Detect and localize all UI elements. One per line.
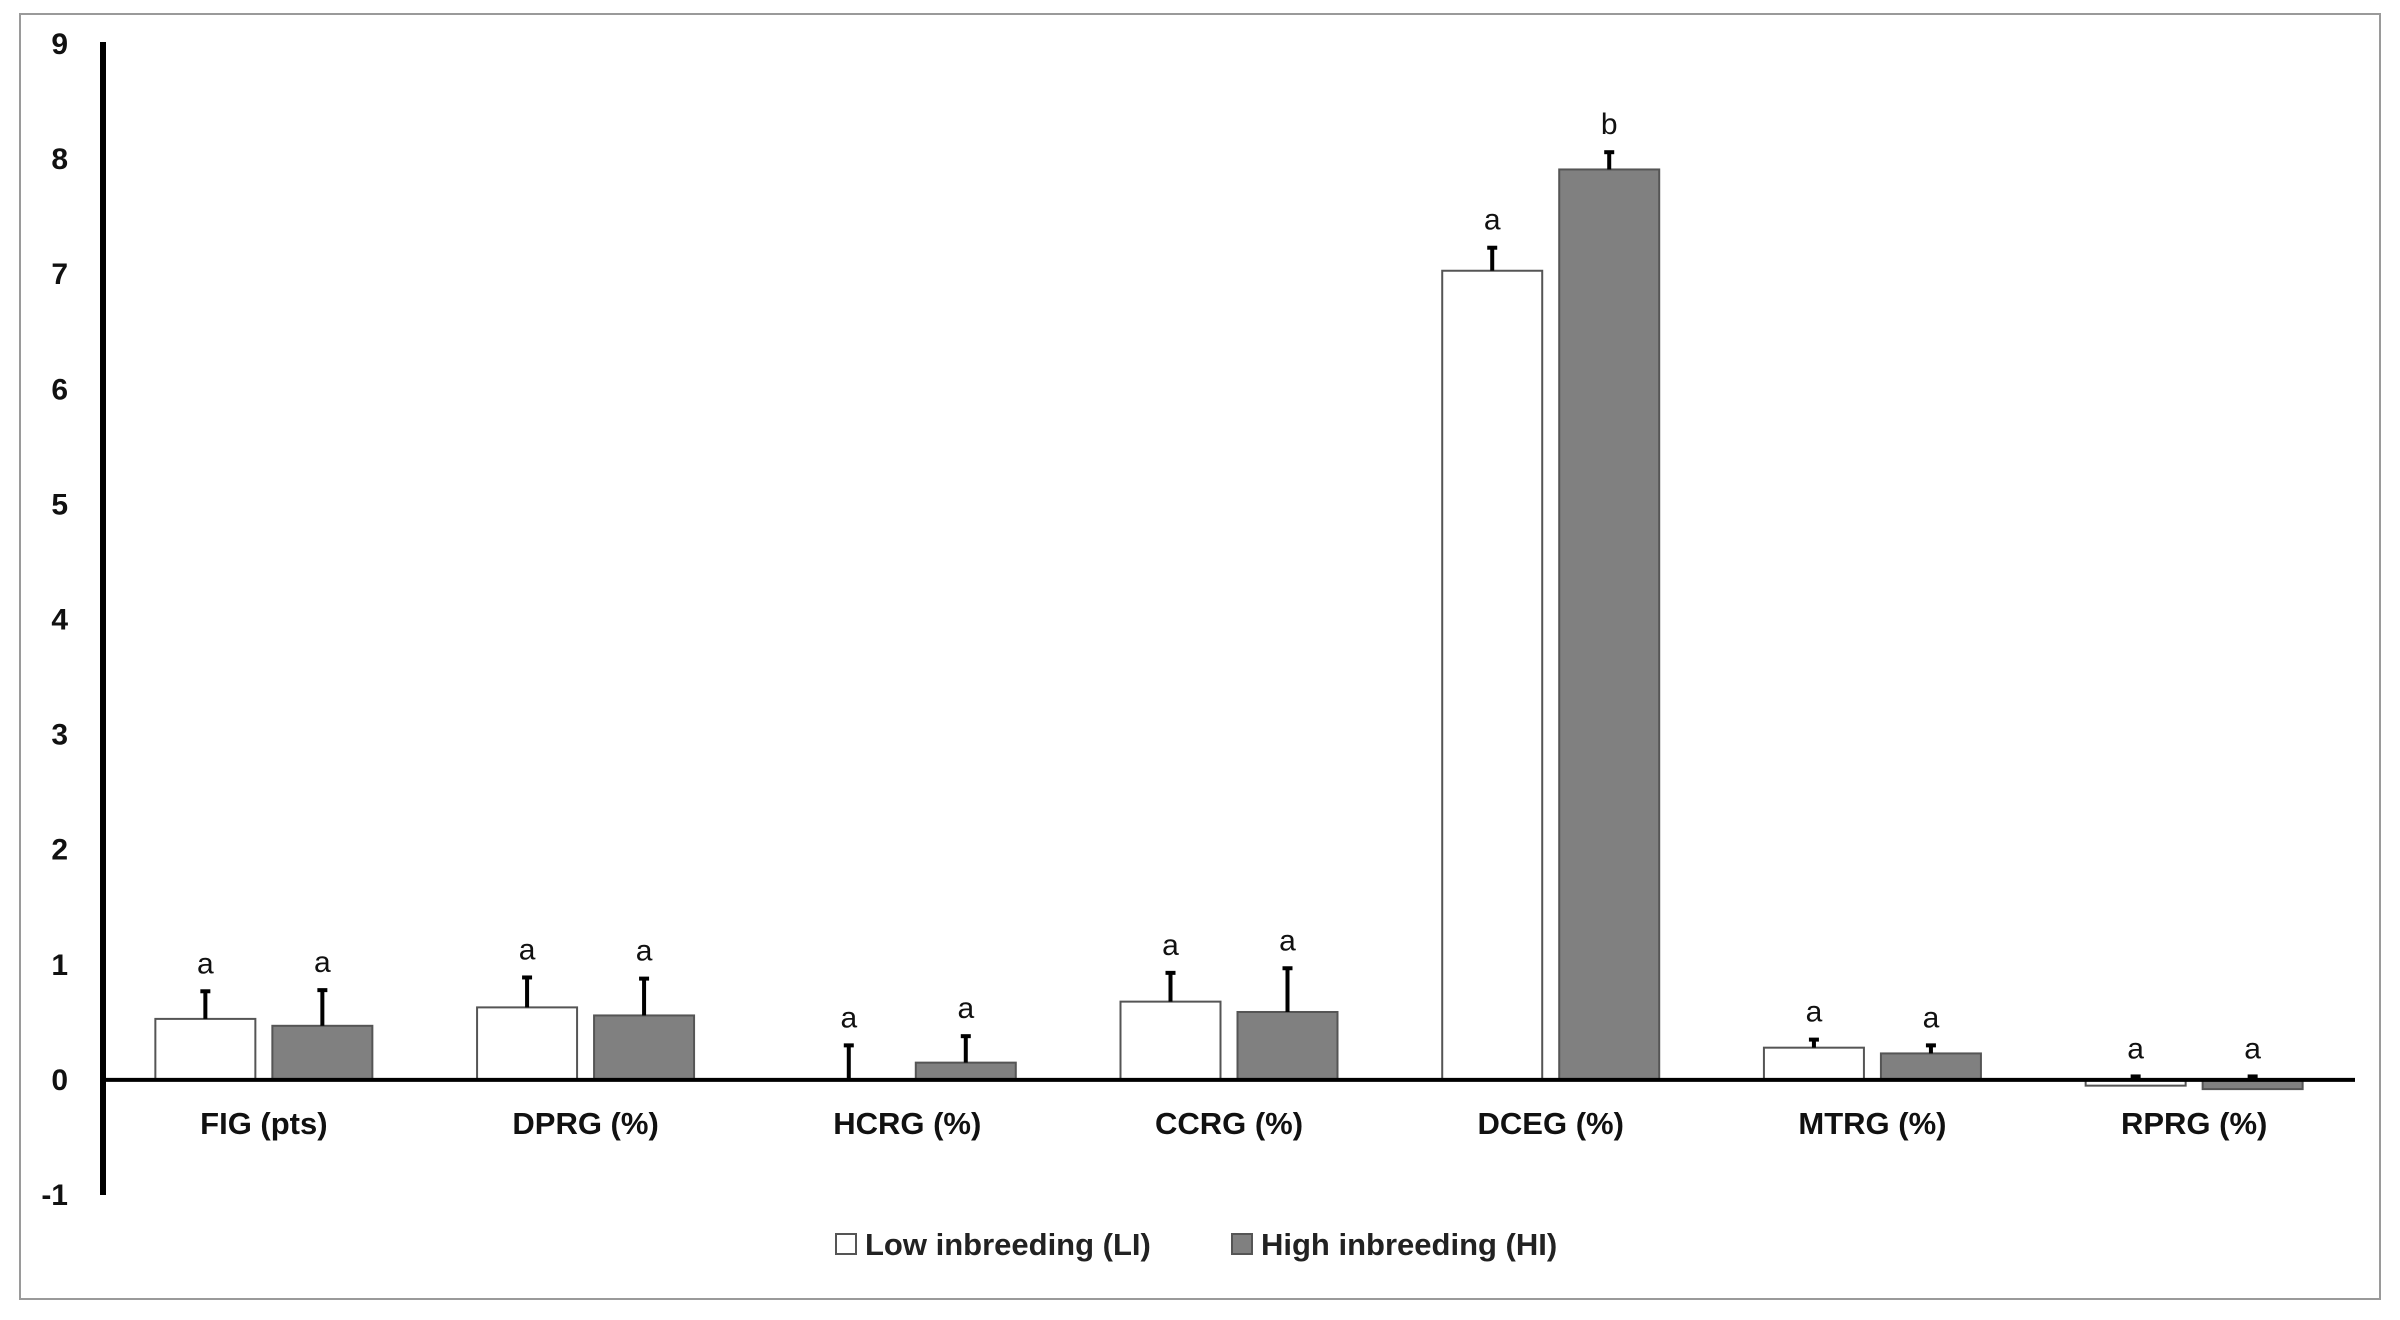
- significance-letter: b: [1601, 108, 1618, 141]
- y-tick-label: 1: [51, 949, 68, 982]
- x-category-label: DCEG (%): [1478, 1106, 1624, 1141]
- significance-letter: a: [2244, 1032, 2261, 1065]
- legend-swatch-high: [1231, 1233, 1253, 1255]
- chart-border: [19, 13, 2381, 1300]
- bar-high-inbreeding: [1236, 1010, 1339, 1081]
- significance-letter: a: [1162, 929, 1179, 962]
- significance-letters-layer: a a a a a a a a a b a a a a: [197, 108, 2261, 1065]
- significance-letter: a: [1279, 924, 1296, 957]
- legend-swatch-low: [835, 1233, 857, 1255]
- y-tick-label: 8: [51, 143, 68, 176]
- x-category-label: RPRG (%): [2121, 1106, 2267, 1141]
- bar-high-inbreeding: [1879, 1052, 1982, 1081]
- x-category-label: HCRG (%): [833, 1106, 981, 1141]
- bar-high-inbreeding: [271, 1024, 374, 1081]
- bar-high-inbreeding: [914, 1061, 1017, 1081]
- y-tick-label: 6: [51, 373, 68, 406]
- legend-label-low: Low inbreeding (LI): [865, 1227, 1151, 1262]
- legend-label-high: High inbreeding (HI): [1261, 1227, 1557, 1262]
- bars-layer: [154, 168, 2304, 1091]
- y-tick-label: 7: [51, 258, 68, 291]
- bar-low-inbreeding: [154, 1017, 257, 1081]
- significance-letter: a: [1484, 204, 1501, 237]
- significance-letter: a: [197, 947, 214, 980]
- legend: Low inbreeding (LI) High inbreeding (HI): [835, 1227, 1557, 1262]
- significance-letter: a: [840, 1001, 857, 1034]
- y-axis-tick-labels: -1 0 1 2 3 4 5 6 7 8 9: [41, 28, 68, 1212]
- bar-low-inbreeding: [1762, 1046, 1865, 1081]
- error-bars-layer: [200, 150, 2258, 1080]
- x-category-label: CCRG (%): [1155, 1106, 1303, 1141]
- y-tick-label: 3: [51, 719, 68, 752]
- y-tick-label: 2: [51, 834, 68, 867]
- significance-letter: a: [2127, 1032, 2144, 1065]
- y-tick-label: 5: [51, 488, 68, 521]
- significance-letter: a: [1806, 996, 1823, 1029]
- significance-letter: a: [636, 935, 653, 968]
- x-category-label: FIG (pts): [200, 1106, 327, 1141]
- bar-low-inbreeding: [1119, 1000, 1222, 1081]
- x-axis-category-labels: FIG (pts) DPRG (%) HCRG (%) CCRG (%) DCEG (%…: [200, 1106, 2267, 1141]
- significance-letter: a: [957, 992, 974, 1025]
- x-category-label: DPRG (%): [512, 1106, 658, 1141]
- bar-high-inbreeding: [593, 1014, 696, 1081]
- y-tick-label: 0: [51, 1064, 68, 1097]
- significance-letter: a: [314, 946, 331, 979]
- significance-letter: a: [1923, 1001, 1940, 1034]
- y-tick-label: -1: [41, 1179, 68, 1212]
- y-tick-label: 9: [51, 28, 68, 61]
- significance-letter: a: [519, 933, 536, 966]
- x-category-label: MTRG (%): [1798, 1106, 1946, 1141]
- y-tick-label: 4: [51, 604, 68, 637]
- bar-low-inbreeding: [476, 1006, 579, 1081]
- bar-high-inbreeding: [1558, 168, 1661, 1081]
- bar-low-inbreeding: [1441, 269, 1544, 1081]
